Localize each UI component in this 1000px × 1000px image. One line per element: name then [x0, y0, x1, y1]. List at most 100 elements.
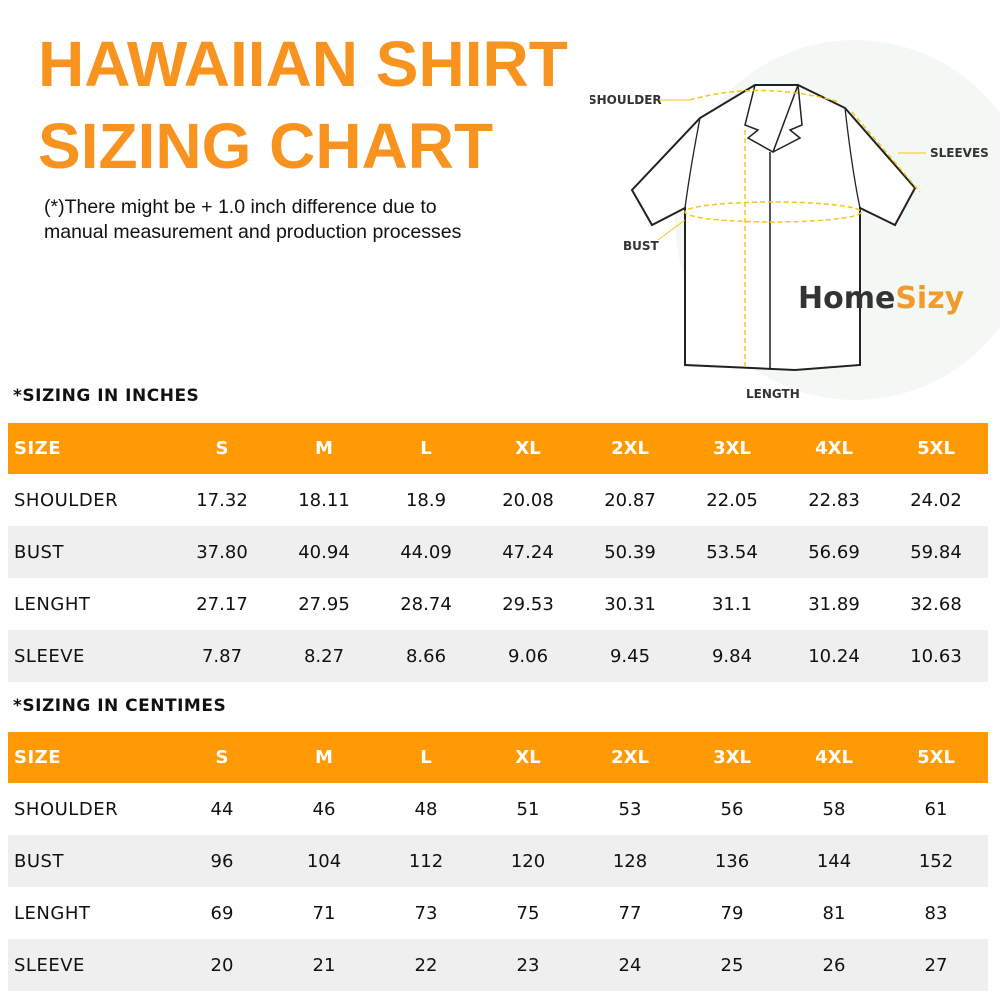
table-cell: S [215, 747, 229, 768]
table-cell: 25 [720, 954, 744, 976]
table-cell: 20.87 [604, 489, 656, 511]
table-cell: 152 [918, 850, 954, 872]
table-cell: 8.66 [405, 645, 447, 667]
row-label: SHOULDER [14, 798, 119, 820]
row-label: LENGHT [14, 902, 91, 924]
table-cell: 27.95 [298, 593, 350, 615]
table-cell: 22 [414, 954, 438, 976]
table-cell: 79 [720, 902, 744, 924]
table-cell: 32.68 [910, 593, 962, 615]
table-header: SIZE S M L XL 2XL 3XL 4XL 5XL [8, 423, 988, 474]
table-cell: 18.11 [298, 489, 350, 511]
table-cell: 31.1 [711, 593, 753, 615]
table-cell: 75 [516, 902, 540, 924]
label-length: LENGTH [746, 387, 800, 401]
table-cell: 40.94 [298, 541, 350, 563]
table-cell: 4XL [815, 438, 853, 459]
inches-section-label: *SIZING IN INCHES [13, 386, 200, 406]
table-cell: 7.87 [201, 645, 243, 667]
table-cell: 50.39 [604, 541, 656, 563]
table-cell: 56.69 [808, 541, 860, 563]
centimeters-table: SIZE S M L XL 2XL 3XL 4XL 5XL SHOULDER 44 46 48 51 53 5… [8, 732, 988, 991]
note-line-2: manual measurement and production proces… [44, 221, 462, 243]
table-row: SHOULDER 17.32 18.11 18.9 20.08 20.87 22.05 22.… [8, 474, 988, 526]
table-cell: 112 [408, 850, 444, 872]
table-cell: 120 [510, 850, 546, 872]
table-cell: 2XL [611, 747, 649, 768]
table-cell: 96 [210, 850, 234, 872]
label-sleeves: SLEEVES [930, 146, 989, 160]
table-cell: 37.80 [196, 541, 248, 563]
shirt-diagram: SHOULDER SLEEVES BUST LENGTH HomeSizy [590, 40, 1000, 401]
table-cell: 4XL [815, 747, 853, 768]
table-cell: 30.31 [604, 593, 656, 615]
table-cell: 71 [312, 902, 336, 924]
table-cell: 48 [414, 798, 438, 820]
table-cell: 77 [618, 902, 642, 924]
row-label: BUST [14, 541, 64, 563]
table-cell: 104 [306, 850, 342, 872]
table-cell: 9.45 [609, 645, 651, 667]
table-cell: 31.89 [808, 593, 860, 615]
table-cell: 21 [312, 954, 336, 976]
table-cell: M [315, 747, 333, 768]
row-label: SLEEVE [14, 954, 85, 976]
table-cell: 18.9 [405, 489, 447, 511]
row-label: LENGHT [14, 593, 91, 615]
table-cell: 136 [714, 850, 750, 872]
row-label: SIZE [14, 747, 62, 768]
row-label: SIZE [14, 438, 62, 459]
table-cell: 10.24 [808, 645, 860, 667]
table-row: SHOULDER 44 46 48 51 53 56 58 61 [8, 783, 988, 835]
table-cell: 3XL [713, 438, 751, 459]
homesizy-logo: HomeSizy [798, 281, 965, 316]
title-line-1: HAWAIIAN SHIRT [38, 28, 568, 100]
label-shoulder: SHOULDER [590, 93, 662, 107]
table-cell: 3XL [713, 747, 751, 768]
table-cell: 53.54 [706, 541, 758, 563]
table-cell: 20 [210, 954, 234, 976]
measurement-note: (*)There might be + 1.0 inch difference … [44, 195, 461, 245]
note-line-1: (*)There might be + 1.0 inch difference … [44, 196, 437, 218]
row-label: BUST [14, 850, 64, 872]
table-cell: XL [515, 438, 541, 459]
table-cell: 17.32 [196, 489, 248, 511]
table-cell: 5XL [917, 438, 955, 459]
table-cell: 23 [516, 954, 540, 976]
label-bust: BUST [623, 239, 660, 253]
table-cell: 61 [924, 798, 948, 820]
table-cell: XL [515, 747, 541, 768]
table-cell: M [315, 438, 333, 459]
table-cell: 128 [612, 850, 648, 872]
table-cell: 8.27 [303, 645, 345, 667]
centimeters-section-label: *SIZING IN CENTIMES [13, 696, 227, 716]
table-cell: 29.53 [502, 593, 554, 615]
table-cell: 27 [924, 954, 948, 976]
table-cell: 9.06 [507, 645, 549, 667]
table-cell: 22.83 [808, 489, 860, 511]
table-cell: 69 [210, 902, 234, 924]
table-row: SLEEVE 7.87 8.27 8.66 9.06 9.45 9.84 10.24 10.63 [8, 630, 988, 682]
table-cell: 10.63 [910, 645, 962, 667]
table-row: LENGHT 69 71 73 75 77 79 81 83 [8, 887, 988, 939]
table-row: LENGHT 27.17 27.95 28.74 29.53 30.31 31.1 31.89… [8, 578, 988, 630]
inches-table: SIZE S M L XL 2XL 3XL 4XL 5XL SHOULDER 17.32 18.11 1… [8, 423, 988, 682]
table-cell: 24.02 [910, 489, 962, 511]
title-line-2: SIZING CHART [38, 110, 494, 182]
table-cell: L [420, 438, 432, 459]
shirt-outline-icon [630, 84, 917, 372]
table-cell: 53 [618, 798, 642, 820]
table-cell: 73 [414, 902, 438, 924]
table-header: SIZE S M L XL 2XL 3XL 4XL 5XL [8, 732, 988, 783]
table-cell: 58 [822, 798, 846, 820]
table-cell: 56 [720, 798, 744, 820]
table-cell: 59.84 [910, 541, 962, 563]
table-cell: 144 [816, 850, 852, 872]
table-cell: 47.24 [502, 541, 554, 563]
table-cell: 83 [924, 902, 948, 924]
table-cell: 24 [618, 954, 642, 976]
table-cell: 46 [312, 798, 336, 820]
table-cell: 2XL [611, 438, 649, 459]
table-cell: 44 [210, 798, 234, 820]
table-cell: 26 [822, 954, 846, 976]
